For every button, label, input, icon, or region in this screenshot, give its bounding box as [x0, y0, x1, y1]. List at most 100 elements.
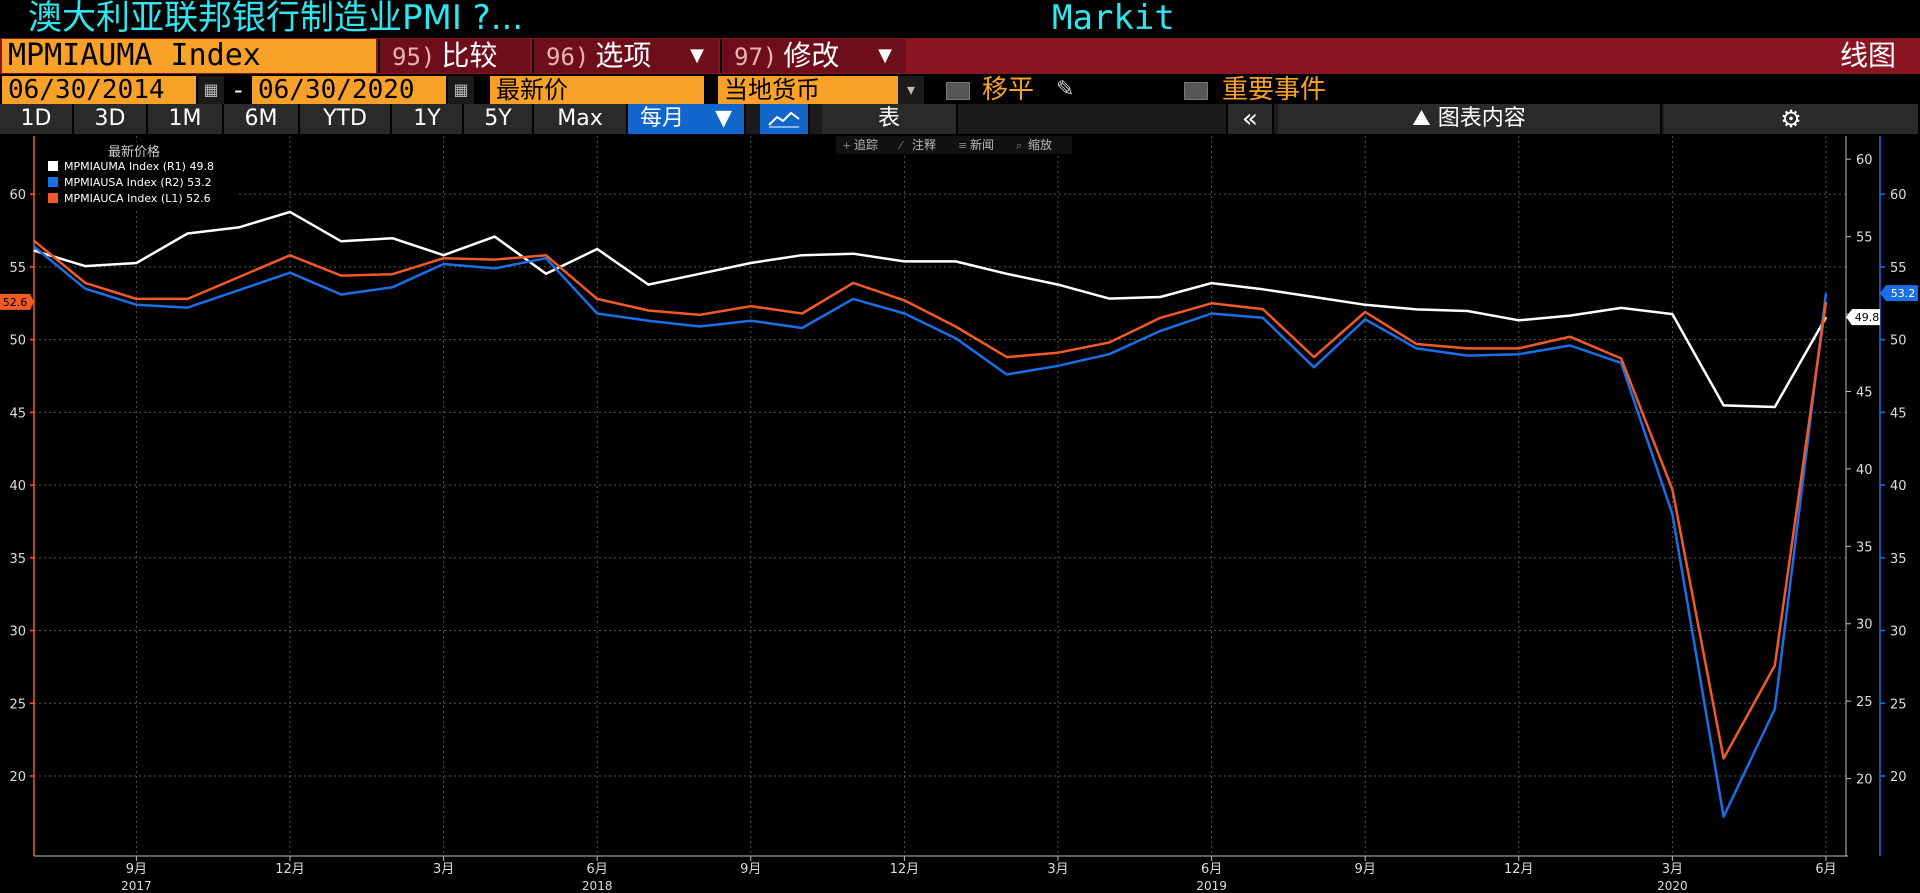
- r1-axis-tick-label: 20: [1856, 773, 1873, 788]
- r2-axis-tick-label: 30: [1890, 625, 1907, 640]
- period-1y-button[interactable]: 1Y: [392, 104, 464, 134]
- toolbar-spacer: [960, 104, 1228, 134]
- chart-toolbar-bg: [836, 136, 1072, 154]
- legend-entry-mpmiauca index: MPMIAUCA Index (L1) 52.6: [64, 192, 211, 205]
- modify-button[interactable]: 97) 修改 ▼: [720, 39, 906, 73]
- frequency-label: 每月: [640, 106, 685, 131]
- events-checkbox[interactable]: [1184, 82, 1208, 100]
- compare-label: 比较: [441, 39, 498, 72]
- period-3d-button[interactable]: 3D: [74, 104, 148, 134]
- moving-average-checkbox[interactable]: [946, 82, 970, 100]
- x-axis-tick-label: 6月: [1201, 862, 1222, 877]
- x-axis-tick-label: 12月: [275, 862, 305, 877]
- annotate-button[interactable]: 注释: [912, 137, 936, 152]
- x-axis-tick-label: 3月: [1047, 862, 1068, 877]
- x-axis-tick-label: 3月: [433, 862, 454, 877]
- news-button[interactable]: 新闻: [970, 137, 994, 152]
- r1-axis-tick-label: 35: [1856, 540, 1873, 555]
- legend-background: [40, 142, 238, 208]
- chevron-down-icon: ▼: [715, 106, 732, 131]
- r1-axis-tick-label: 55: [1856, 231, 1873, 246]
- line-chart-icon[interactable]: [760, 104, 810, 134]
- table-button[interactable]: 表: [822, 104, 958, 134]
- grid-lines: [34, 136, 1848, 856]
- series-line-mpmiausa index: [33, 245, 1828, 818]
- x-axis-tick-label: 3月: [1662, 862, 1683, 877]
- chart-toolbar[interactable]: + 追踪 ⁄ 注释 ≡ 新闻 ⌕ 缩放: [836, 136, 1072, 154]
- end-date-input[interactable]: 06/30/2020: [252, 76, 446, 104]
- r2-axis-tick-label: 35: [1890, 552, 1907, 567]
- period-ytd-button[interactable]: YTD: [300, 104, 392, 134]
- chevron-down-icon[interactable]: ▾: [898, 76, 924, 104]
- chart-content-button[interactable]: ⛰ 图表内容: [1278, 104, 1662, 134]
- r2-axis-tick-label: 20: [1890, 770, 1907, 785]
- currency-select[interactable]: 当地货币: [718, 76, 898, 104]
- zoom-icon[interactable]: ⌕: [1016, 139, 1022, 152]
- legend-swatch-mpmiauma index: [48, 161, 58, 171]
- calendar-icon[interactable]: ▦: [198, 76, 224, 104]
- left-axis-tick-label: 40: [9, 479, 26, 494]
- r2-axis-tick-label: 60: [1890, 188, 1907, 203]
- legend-title: 最新价格: [108, 144, 160, 160]
- left-axis-tick-label: 60: [9, 188, 26, 203]
- start-date-input[interactable]: 06/30/2014: [2, 76, 196, 104]
- modify-label: 修改: [783, 39, 840, 72]
- compare-num: 95): [392, 43, 436, 71]
- left-axis-tick-label: 35: [9, 552, 26, 567]
- zoom-button[interactable]: 缩放: [1028, 137, 1052, 152]
- period-1m-button[interactable]: 1M: [148, 104, 224, 134]
- left-axis-tick-label: 25: [9, 697, 26, 712]
- left-axis-tick-label: 20: [9, 770, 26, 785]
- track-button[interactable]: 追踪: [854, 137, 878, 152]
- chevron-down-icon: ▼: [690, 45, 704, 66]
- x-axis-year-label: 2018: [582, 879, 613, 893]
- x-axis-tick-label: 6月: [587, 862, 608, 877]
- x-axis-tick-label: 12月: [1504, 862, 1534, 877]
- period-6m-button[interactable]: 6M: [224, 104, 300, 134]
- annotate-icon[interactable]: ⁄: [897, 139, 904, 152]
- options-button[interactable]: 96) 选项 ▼: [532, 39, 718, 73]
- last-value-tag-r2: [1880, 285, 1918, 302]
- last-value-l1: 52.6: [3, 296, 28, 309]
- legend-entry-mpmiauma index: MPMIAUMA Index (R1) 49.8: [64, 160, 214, 173]
- r2-axis-tick-label: 50: [1890, 334, 1907, 349]
- modify-num: 97): [734, 43, 778, 71]
- series-line-mpmiauca index: [33, 239, 1828, 760]
- options-label: 选项: [595, 39, 652, 72]
- axes: [30, 136, 1885, 861]
- gear-icon[interactable]: ⚙: [1664, 104, 1920, 134]
- moving-average-label: 移平: [982, 75, 1035, 105]
- track-icon[interactable]: +: [842, 139, 851, 152]
- r1-axis-tick-label: 25: [1856, 695, 1873, 710]
- compare-button[interactable]: 95) 比较: [378, 39, 530, 73]
- field-select[interactable]: 最新价: [490, 76, 704, 104]
- chart-type-label[interactable]: 线图: [1839, 39, 1896, 72]
- series-line-mpmiauma index: [33, 210, 1828, 409]
- collapse-icon[interactable]: «: [1228, 104, 1274, 134]
- chevron-down-icon: ▼: [878, 45, 892, 66]
- x-axis-tick-label: 9月: [740, 862, 761, 877]
- period-1d-button[interactable]: 1D: [0, 104, 74, 134]
- news-icon[interactable]: ≡: [958, 139, 967, 152]
- frequency-select[interactable]: 每月 ▼: [628, 104, 746, 134]
- x-axis-tick-label: 6月: [1815, 862, 1836, 877]
- pencil-icon[interactable]: ✎: [1056, 77, 1075, 102]
- axis-labels: 20 25 30 35 40 45 50 55 60 20 25 30 35 40 45 50 55 60 20 25…: [0, 153, 1918, 893]
- ticker-field[interactable]: MPMIAUMA Index: [2, 39, 376, 73]
- period-max-button[interactable]: Max: [534, 104, 628, 134]
- chart-content-label: 图表内容: [1437, 106, 1526, 131]
- chart-area[interactable]: 20 25 30 35 40 45 50 55 60 20 25 30 35 40 45 50 55 60 20 25…: [0, 136, 1920, 893]
- r1-axis-tick-label: 40: [1856, 463, 1873, 478]
- options-num: 96): [546, 43, 590, 71]
- calendar-icon[interactable]: ▦: [448, 76, 474, 104]
- x-axis-year-label: 2019: [1196, 879, 1227, 893]
- left-axis-tick-label: 50: [9, 334, 26, 349]
- r1-axis-tick-label: 45: [1856, 385, 1873, 400]
- r1-axis-tick-label: 60: [1856, 153, 1873, 168]
- date-separator: -: [234, 76, 243, 104]
- x-axis-tick-label: 9月: [1355, 862, 1376, 877]
- x-axis-year-label: 2017: [121, 879, 152, 893]
- last-value-r1: 49.8: [1855, 311, 1880, 324]
- chart-settings-icon: ⛰: [1412, 106, 1438, 131]
- period-5y-button[interactable]: 5Y: [464, 104, 534, 134]
